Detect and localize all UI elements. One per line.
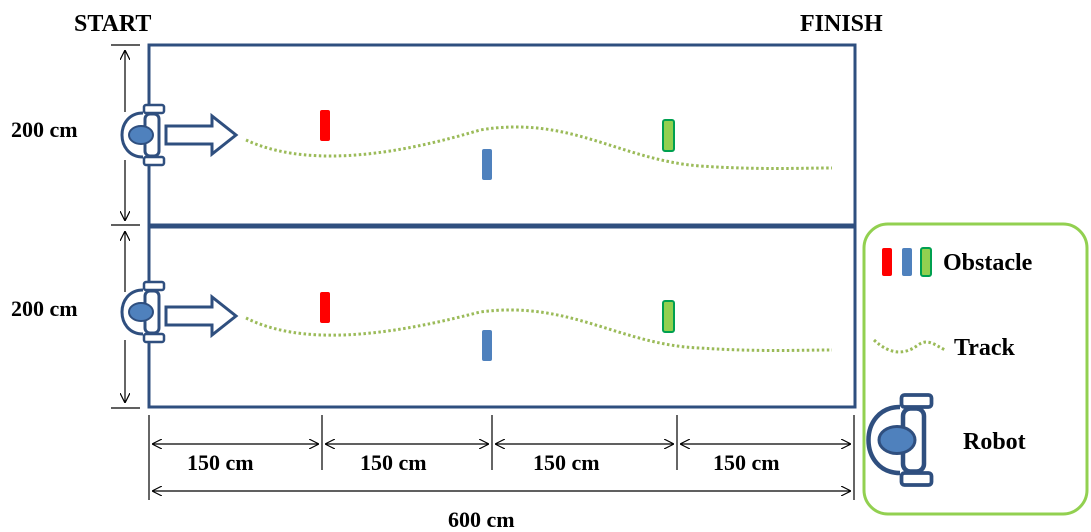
segment-label-4: 150 cm [713,450,780,475]
track-field-bottom [147,225,857,409]
segment-label-2: 150 cm [360,450,427,475]
obstacle-green-icon [662,119,675,152]
track-field-top [147,43,857,227]
height-label-bottom: 200 cm [11,296,78,321]
track-path-top [245,125,833,170]
legend-obstacle-green-icon [920,247,932,277]
robot-icon [120,280,166,344]
legend-obstacle-red-icon [882,248,892,276]
start-label: START [74,11,151,37]
legend-obstacle-label: Obstacle [943,250,1033,276]
direction-arrow-icon [164,114,238,156]
legend-obstacle-blue-icon [902,248,912,276]
finish-label: FINISH [800,11,883,37]
legend-robot-label: Robot [963,429,1026,455]
height-label-top: 200 cm [11,117,78,142]
obstacle-blue-icon [482,149,492,180]
segment-label-1: 150 cm [187,450,254,475]
total-length-label: 600 cm [448,507,515,532]
obstacle-red-icon [320,292,330,323]
robot-icon [120,103,166,167]
obstacle-green-icon [662,300,675,333]
direction-arrow-icon [164,295,238,337]
obstacle-blue-icon [482,330,492,361]
obstacle-red-icon [320,110,330,141]
legend-track-label: Track [954,335,1016,361]
segment-label-3: 150 cm [533,450,600,475]
track-path-bottom [245,308,833,352]
legend-track-icon [872,338,946,354]
